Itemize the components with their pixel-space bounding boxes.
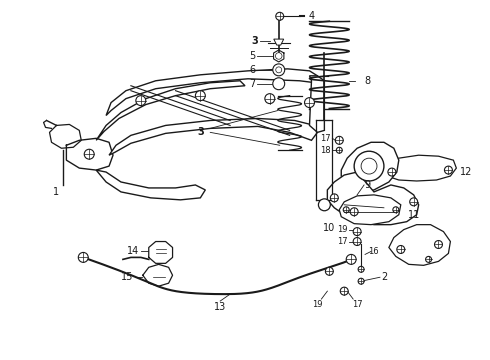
Text: 1: 1 bbox=[53, 187, 59, 197]
Circle shape bbox=[336, 147, 342, 153]
Text: 17: 17 bbox=[337, 237, 347, 246]
Circle shape bbox=[273, 78, 285, 90]
Text: 5: 5 bbox=[249, 51, 255, 61]
Polygon shape bbox=[96, 170, 205, 200]
Text: 19: 19 bbox=[337, 225, 347, 234]
Circle shape bbox=[343, 207, 349, 213]
Circle shape bbox=[78, 252, 88, 262]
Circle shape bbox=[435, 240, 442, 248]
Text: 14: 14 bbox=[127, 247, 139, 256]
Text: 9: 9 bbox=[364, 180, 370, 190]
Circle shape bbox=[353, 228, 361, 235]
Polygon shape bbox=[96, 81, 245, 140]
Circle shape bbox=[388, 168, 396, 176]
Circle shape bbox=[354, 151, 384, 181]
Circle shape bbox=[340, 287, 348, 295]
Circle shape bbox=[273, 64, 285, 76]
Text: 17: 17 bbox=[352, 300, 363, 309]
Text: 7: 7 bbox=[249, 79, 255, 89]
Polygon shape bbox=[327, 172, 418, 225]
Circle shape bbox=[393, 207, 399, 213]
Circle shape bbox=[346, 255, 356, 264]
Polygon shape bbox=[384, 155, 456, 181]
Text: 6: 6 bbox=[249, 65, 255, 75]
Text: 17: 17 bbox=[320, 134, 331, 143]
Text: 15: 15 bbox=[121, 272, 133, 282]
Text: 18: 18 bbox=[320, 146, 331, 155]
Circle shape bbox=[305, 98, 315, 108]
Circle shape bbox=[361, 158, 377, 174]
Circle shape bbox=[265, 94, 275, 104]
Circle shape bbox=[358, 278, 364, 284]
Circle shape bbox=[330, 194, 338, 202]
Circle shape bbox=[358, 266, 364, 272]
Polygon shape bbox=[310, 76, 324, 132]
Text: 3: 3 bbox=[197, 127, 204, 138]
Text: 10: 10 bbox=[323, 222, 336, 233]
Circle shape bbox=[397, 246, 405, 253]
Polygon shape bbox=[339, 195, 401, 225]
Circle shape bbox=[84, 149, 94, 159]
Text: 13: 13 bbox=[214, 302, 226, 312]
Circle shape bbox=[325, 267, 333, 275]
Circle shape bbox=[353, 238, 361, 246]
Circle shape bbox=[335, 136, 343, 144]
Text: 12: 12 bbox=[460, 167, 472, 177]
Polygon shape bbox=[389, 225, 450, 265]
Text: 8: 8 bbox=[364, 76, 370, 86]
Circle shape bbox=[196, 91, 205, 100]
Text: 19: 19 bbox=[312, 300, 323, 309]
Circle shape bbox=[350, 208, 358, 216]
Polygon shape bbox=[341, 142, 399, 192]
Text: 4: 4 bbox=[308, 11, 315, 21]
Polygon shape bbox=[274, 39, 284, 45]
Circle shape bbox=[276, 67, 282, 73]
Polygon shape bbox=[109, 118, 318, 155]
Text: 11: 11 bbox=[408, 210, 420, 220]
Circle shape bbox=[275, 53, 282, 59]
Circle shape bbox=[444, 166, 452, 174]
Text: 3: 3 bbox=[251, 36, 258, 46]
Circle shape bbox=[426, 256, 432, 262]
Circle shape bbox=[318, 199, 330, 211]
Polygon shape bbox=[106, 69, 318, 116]
Circle shape bbox=[276, 12, 284, 20]
Circle shape bbox=[410, 198, 417, 206]
Circle shape bbox=[136, 96, 146, 105]
Text: 2: 2 bbox=[381, 272, 387, 282]
Text: 16: 16 bbox=[368, 247, 378, 256]
